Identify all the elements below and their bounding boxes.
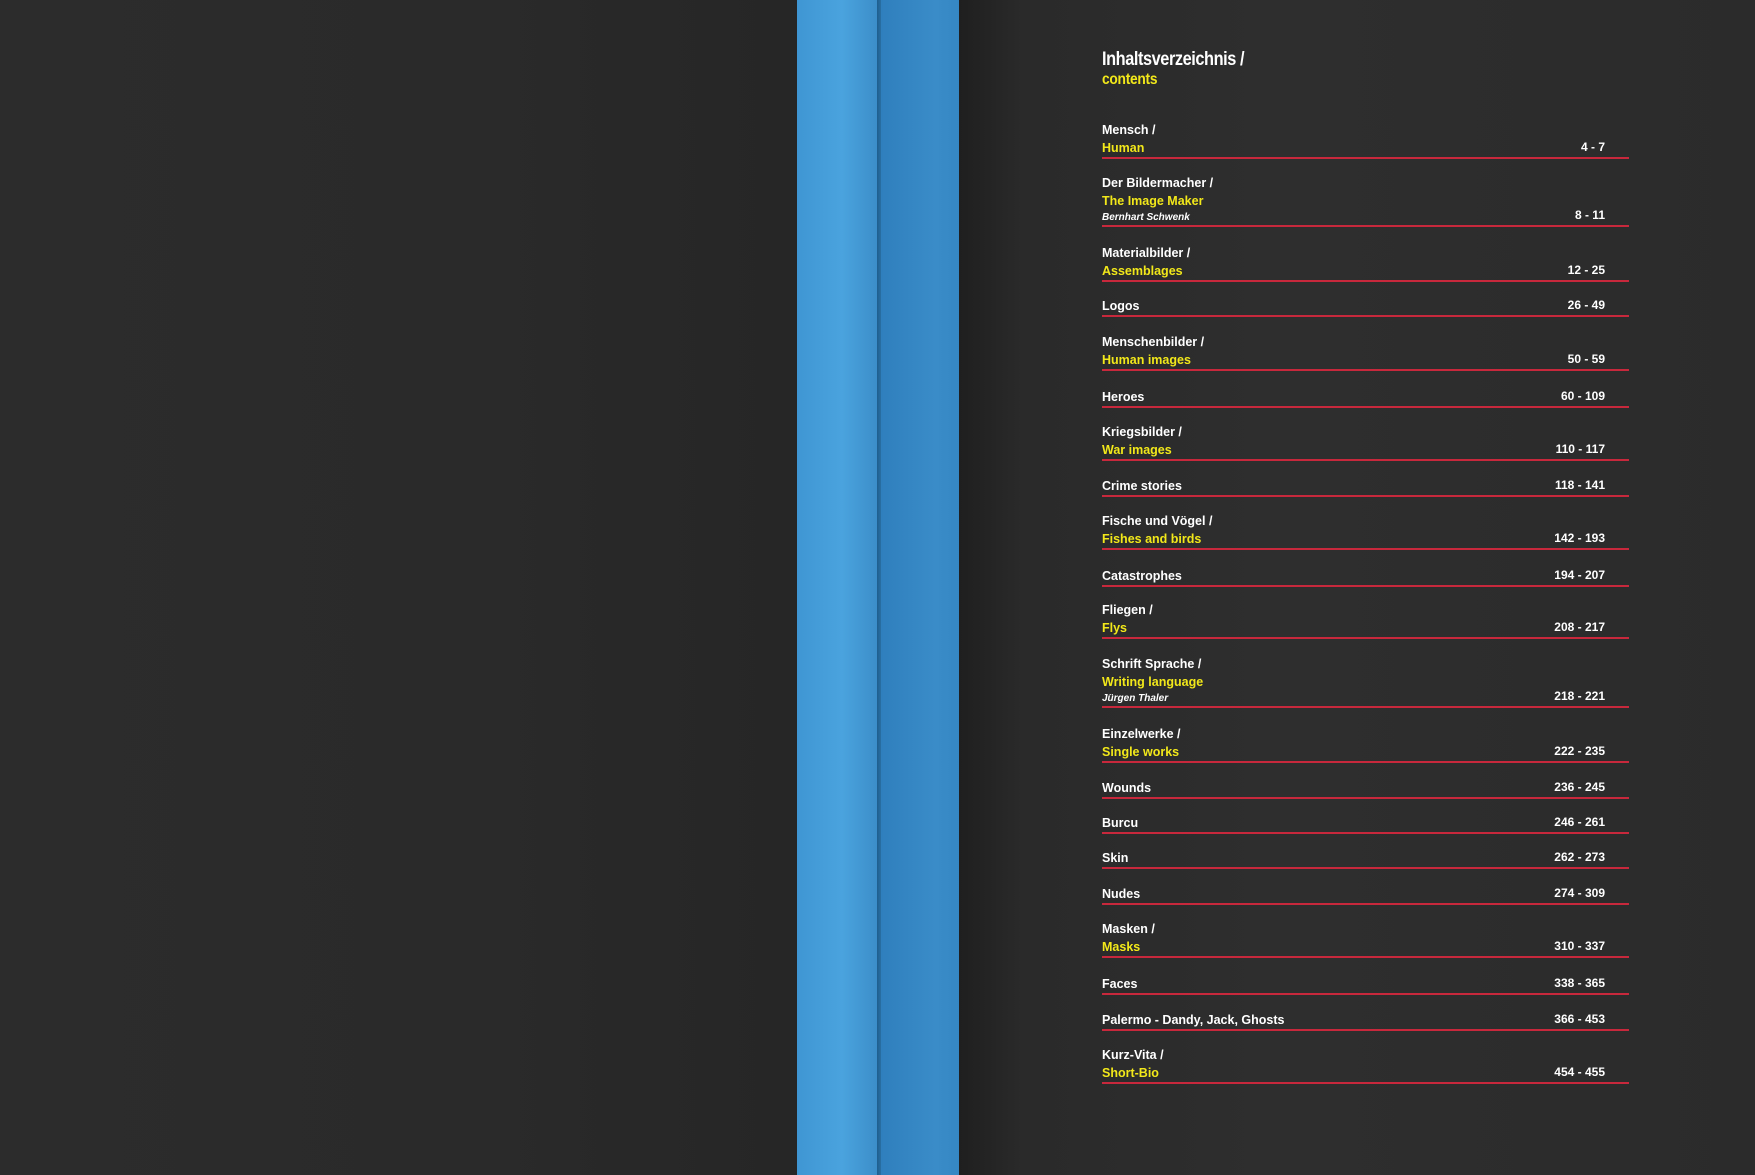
toc-entry-title-de: Faces xyxy=(1102,977,1138,991)
right-page xyxy=(959,0,1755,1175)
toc-entry-pages: 262 - 273 xyxy=(1554,850,1605,864)
toc-entry: Palermo - Dandy, Jack, Ghosts 366 - 453 xyxy=(1102,1011,1629,1031)
toc-entry: Mensch / Human 4 - 7 xyxy=(1102,121,1629,159)
toc-entry-author: Bernhart Schwenk xyxy=(1102,212,1190,223)
toc-entry: Wounds 236 - 245 xyxy=(1102,779,1629,799)
toc-entry-pages: 208 - 217 xyxy=(1554,620,1605,634)
toc-entry-title-de: Schrift Sprache / xyxy=(1102,657,1202,671)
toc-entry-title-en: The Image Maker xyxy=(1102,194,1204,208)
toc-entry-pages: 26 - 49 xyxy=(1567,298,1605,312)
toc-entry: Schrift Sprache / Writing language Jürgen … xyxy=(1102,655,1629,708)
toc-entry-pages: 50 - 59 xyxy=(1567,352,1605,366)
toc-entry-pages: 274 - 309 xyxy=(1554,886,1605,900)
toc-entry: Heroes 60 - 109 xyxy=(1102,388,1629,408)
toc-entry-pages: 222 - 235 xyxy=(1554,744,1605,758)
toc-entry-title-de: Wounds xyxy=(1102,781,1152,795)
toc-entry: Burcu 246 - 261 xyxy=(1102,814,1629,834)
toc-entry-pages: 218 - 221 xyxy=(1554,689,1605,703)
toc-entry: Einzelwerke / Single works 222 - 235 xyxy=(1102,725,1629,763)
toc-entry: Crime stories 118 - 141 xyxy=(1102,477,1629,497)
toc-entry: Kriegsbilder / War images 110 - 117 xyxy=(1102,423,1629,461)
toc-entry: Skin 262 - 273 xyxy=(1102,849,1629,869)
toc-entry-pages: 12 - 25 xyxy=(1567,263,1605,277)
toc-entry-title-en: Fishes and birds xyxy=(1102,532,1202,546)
toc-subtitle: contents xyxy=(1102,71,1158,88)
toc-entry-title-de: Der Bildermacher / xyxy=(1102,176,1214,190)
spine-left-band xyxy=(797,0,879,1175)
toc-entry-pages: 338 - 365 xyxy=(1554,976,1605,990)
toc-entry-pages: 8 - 11 xyxy=(1574,208,1605,222)
toc-entry-title-de: Heroes xyxy=(1102,390,1145,404)
toc-entry-title-de: Mensch / xyxy=(1102,123,1156,137)
toc-entry: Masken / Masks 310 - 337 xyxy=(1102,920,1629,958)
toc-entry-title-de: Menschenbilder / xyxy=(1102,335,1205,349)
spine-right-band xyxy=(881,0,959,1175)
toc-entry: Catastrophes 194 - 207 xyxy=(1102,567,1629,587)
toc-entry: Logos 26 - 49 xyxy=(1102,297,1629,317)
toc-entry: Materialbilder / Assemblages 12 - 25 xyxy=(1102,244,1629,282)
toc-entry-title-en: War images xyxy=(1102,443,1172,457)
toc-entry-title-de: Burcu xyxy=(1102,816,1139,830)
toc-entry: Faces 338 - 365 xyxy=(1102,975,1629,995)
left-page xyxy=(0,0,797,1175)
toc-entry-title-en: Assemblages xyxy=(1102,264,1183,278)
toc-entry-pages: 310 - 337 xyxy=(1554,939,1605,953)
toc-entry: Nudes 274 - 309 xyxy=(1102,885,1629,905)
toc-entry-pages: 236 - 245 xyxy=(1554,780,1605,794)
toc-entry-pages: 194 - 207 xyxy=(1554,568,1605,582)
toc-entry-pages: 60 - 109 xyxy=(1560,389,1605,403)
toc-entry: Der Bildermacher / The Image Maker Bernhar… xyxy=(1102,174,1629,227)
toc-entry-title-de: Kurz-Vita / xyxy=(1102,1048,1164,1062)
toc-entry-title-en: Flys xyxy=(1102,621,1128,635)
toc-entry-title-de: Nudes xyxy=(1102,887,1141,901)
toc-entry-pages: 118 - 141 xyxy=(1554,478,1605,492)
toc-entry-author: Jürgen Thaler xyxy=(1102,693,1169,704)
toc-entry-title-en: Human images xyxy=(1102,353,1191,367)
toc-entry-title-de: Logos xyxy=(1102,299,1140,313)
toc-entry-title-en: Human xyxy=(1102,141,1145,155)
toc-entry-pages: 246 - 261 xyxy=(1554,815,1605,829)
toc-entry-title-de: Crime stories xyxy=(1102,479,1182,493)
toc-entry-pages: 454 - 455 xyxy=(1554,1065,1605,1079)
toc-entry-pages: 366 - 453 xyxy=(1554,1012,1605,1026)
toc-entry-pages: 142 - 193 xyxy=(1554,531,1605,545)
toc-entry: Fische und Vögel / Fishes and birds 142 - … xyxy=(1102,512,1629,550)
spine-fold xyxy=(877,0,881,1175)
toc-entry-title-de: Einzelwerke / xyxy=(1102,727,1181,741)
toc-entry: Fliegen / Flys 208 - 217 xyxy=(1102,601,1629,639)
toc-entry: Kurz-Vita / Short-Bio 454 - 455 xyxy=(1102,1046,1629,1084)
toc-entry-title-de: Materialbilder / xyxy=(1102,246,1191,260)
toc-title: Inhaltsverzeichnis / xyxy=(1102,49,1245,70)
toc-entry-title-de: Fliegen / xyxy=(1102,603,1153,617)
toc-entry-title-de: Palermo - Dandy, Jack, Ghosts xyxy=(1102,1013,1285,1027)
toc-entry-title-en: Writing language xyxy=(1102,675,1204,689)
toc-entry-title-de: Catastrophes xyxy=(1102,569,1182,583)
toc-entry-title-de: Masken / xyxy=(1102,922,1155,936)
toc-entry-title-en: Short-Bio xyxy=(1102,1066,1159,1080)
toc-entry-title-de: Kriegsbilder / xyxy=(1102,425,1182,439)
toc-entry-title-en: Masks xyxy=(1102,940,1141,954)
toc-entry-title-de: Skin xyxy=(1102,851,1129,865)
toc-entry-pages: 4 - 7 xyxy=(1580,140,1605,154)
toc-entry-title-de: Fische und Vögel / xyxy=(1102,514,1213,528)
toc-entry-pages: 110 - 117 xyxy=(1555,442,1605,456)
toc-entry: Menschenbilder / Human images 50 - 59 xyxy=(1102,333,1629,371)
toc-entry-title-en: Single works xyxy=(1102,745,1180,759)
